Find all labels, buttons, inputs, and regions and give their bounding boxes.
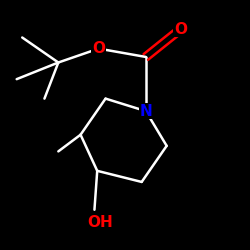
Text: O: O	[174, 22, 187, 37]
Text: O: O	[92, 41, 105, 56]
Text: N: N	[140, 104, 152, 118]
Text: OH: OH	[87, 215, 113, 230]
